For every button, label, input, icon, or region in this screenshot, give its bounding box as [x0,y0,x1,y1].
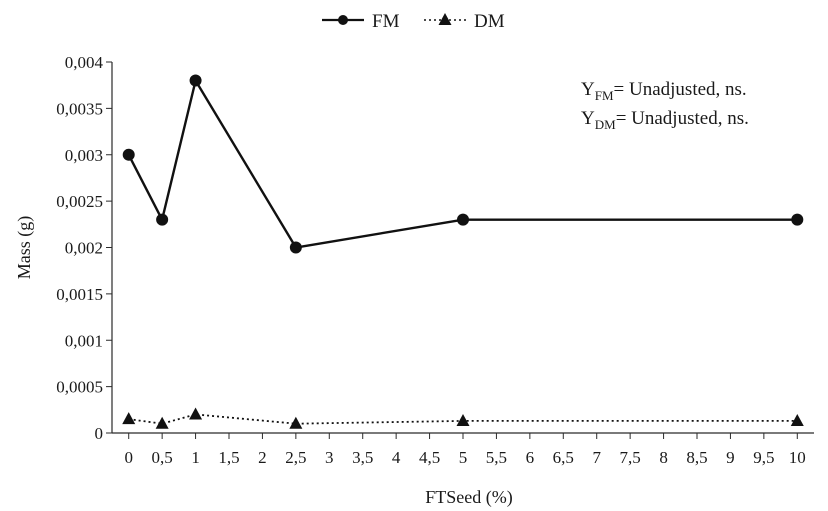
x-tick-label: 2,5 [285,448,306,467]
x-ticks: 0 0,5 1 1,5 2 2,5 3 3,5 4 4,5 5 5,5 6 6,5 7 7,5 8 8,5 9 9,5… [124,433,806,467]
x-tick-label: 0 [124,448,133,467]
x-tick-label: 4 [392,448,401,467]
annotation-fm-text: = Unadjusted, ns. [614,79,747,100]
x-tick-label: 8 [659,448,668,467]
annotation-fm: YFM= Unadjusted, ns. [581,79,747,103]
y-tick-label: 0 [95,424,104,443]
data-point-dm [456,413,470,426]
x-tick-label: 8,5 [686,448,707,467]
legend-fm-circle-icon [338,15,348,25]
x-tick-label: 6 [526,448,535,467]
x-tick-label: 3,5 [352,448,373,467]
series-layer [122,74,804,429]
legend: FM DM [322,11,505,32]
x-tick-label: 4,5 [419,448,440,467]
x-tick-label: 2 [258,448,267,467]
y-tick-label: 0,001 [65,331,103,350]
y-tick-label: 0,0005 [56,378,103,397]
annotation-fm-subscript: FM [595,88,614,103]
data-point-fm [289,241,302,254]
y-tick-label: 0,003 [65,146,103,165]
y-ticks: 0 0,0005 0,001 0,0015 0,002 0,0025 0,003 0,0035… [56,53,112,443]
x-axis-title: FTSeed (%) [425,487,512,508]
legend-dm-label: DM [474,11,505,32]
y-tick-label: 0,002 [65,239,103,258]
x-tick-label: 9,5 [753,448,774,467]
data-point-dm [122,412,136,425]
y-tick-label: 0,0035 [56,99,103,118]
annotations: YFM= Unadjusted, ns. YDM= Unadjusted, ns… [581,79,749,132]
data-point-fm [122,148,135,161]
series-line-fm [127,77,798,249]
data-point-dm [790,413,804,426]
x-tick-label: 6,5 [553,448,574,467]
series-fm [122,74,804,254]
x-tick-label: 0,5 [152,448,173,467]
data-point-dm [289,416,303,429]
legend-dm-triangle-icon [438,13,452,25]
x-tick-label: 7 [592,448,601,467]
legend-fm-label: FM [372,11,400,32]
legend-item-dm: DM [424,11,505,32]
x-tick-label: 3 [325,448,334,467]
x-tick-label: 9 [726,448,735,467]
annotation-dm: YDM= Unadjusted, ns. [581,108,749,132]
data-point-fm [791,213,804,226]
x-tick-label: 1 [191,448,200,467]
data-point-dm [155,416,169,429]
y-tick-label: 0,004 [65,53,104,72]
x-tick-label: 5 [459,448,468,467]
y-tick-label: 0,0015 [56,285,103,304]
annotation-dm-text: = Unadjusted, ns. [616,108,749,129]
data-point-dm [189,407,203,420]
data-point-fm [156,213,169,226]
annotation-dm-subscript: DM [595,117,616,132]
data-point-fm [189,74,202,87]
series-dm [122,407,804,429]
annotation-fm-y: Y [581,79,595,100]
x-tick-label: 1,5 [218,448,239,467]
y-tick-label: 0,0025 [56,192,103,211]
x-tick-label: 10 [789,448,806,467]
x-tick-label: 5,5 [486,448,507,467]
x-tick-label: 7,5 [620,448,641,467]
annotation-dm-y: Y [581,108,595,129]
y-axis-title: Mass (g) [14,216,35,280]
legend-item-fm: FM [322,11,400,32]
data-point-fm [457,213,469,226]
